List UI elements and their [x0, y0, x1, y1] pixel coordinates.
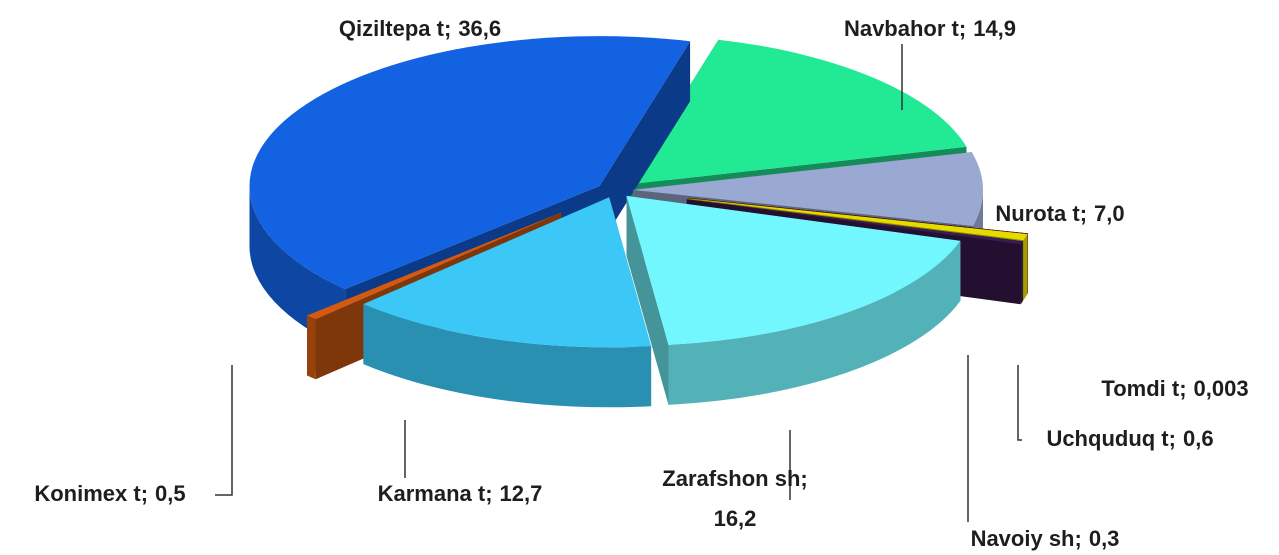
data-label: Uchquduq t; 0,6 — [1046, 426, 1213, 451]
value-label: 14,9 — [973, 16, 1016, 41]
data-label: Navbahor t; 14,9 — [844, 16, 1016, 41]
data-label: Navoiy sh; 0,3 — [971, 526, 1120, 551]
value-label: 0,5 — [155, 481, 186, 506]
slice — [633, 152, 984, 226]
category-label: Tomdi t; — [1101, 376, 1186, 401]
slice — [249, 36, 691, 290]
slice — [686, 199, 1023, 245]
data-label: Nurota t; 7,0 — [995, 201, 1124, 226]
leader-line — [1017, 365, 1022, 441]
slice-side — [1023, 234, 1028, 301]
data-label: Zarafshon sh; 16,2 — [662, 466, 807, 531]
slice — [687, 197, 1028, 234]
data-label: Konimex t; 0,5 — [34, 481, 185, 506]
category-label: Zarafshon sh; — [662, 466, 807, 491]
slice-side — [249, 186, 346, 350]
category-label: Konimex t; — [34, 481, 148, 506]
value-label: 0,003 — [1194, 376, 1249, 401]
data-label: Tomdi t; 0,003 — [1101, 376, 1248, 401]
category-label: Nurota t; — [995, 201, 1087, 226]
slice-edge — [599, 41, 691, 247]
value-label: 36,6 — [458, 16, 501, 41]
slice — [687, 198, 1028, 241]
slice — [626, 195, 961, 345]
category-label: Navbahor t; — [844, 16, 966, 41]
data-label: Qiziltepa t; 36,6 — [339, 16, 501, 41]
category-label: Qiziltepa t; — [339, 16, 451, 41]
slice-side — [363, 304, 652, 408]
data-label: Karmana t; 12,7 — [378, 481, 543, 506]
category-label: Karmana t; — [378, 481, 493, 506]
slice-side — [668, 240, 961, 405]
value-label: 12,7 — [500, 481, 543, 506]
value-label: 0,6 — [1183, 426, 1214, 451]
leader-line — [215, 365, 233, 496]
slice — [307, 212, 562, 320]
slice — [363, 197, 652, 348]
value-label: 7,0 — [1094, 201, 1125, 226]
slice-side — [1020, 241, 1023, 305]
value-label: 16,2 — [714, 506, 757, 531]
slice — [627, 39, 967, 185]
category-label: Uchquduq t; — [1046, 426, 1176, 451]
value-label: 0,3 — [1089, 526, 1120, 551]
slice-edge — [626, 195, 669, 405]
slice-side — [307, 315, 316, 380]
category-label: Navoiy sh; — [971, 526, 1082, 551]
